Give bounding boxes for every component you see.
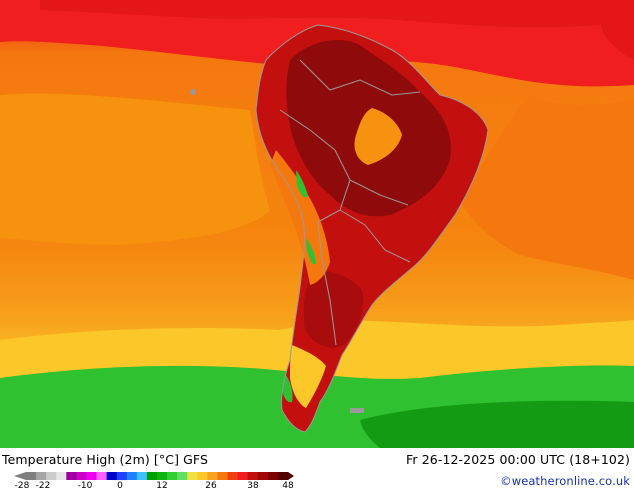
legend-swatch — [56, 472, 67, 480]
legend-swatch — [26, 472, 37, 480]
legend-arrow-max — [288, 472, 294, 480]
legend-tick-label: 48 — [282, 481, 294, 491]
legend-swatch — [267, 472, 279, 480]
legend-swatch — [217, 472, 229, 480]
north-africa-edge — [596, 0, 634, 60]
map-title: Temperature High (2m) [°C] GFS — [2, 452, 209, 467]
central-orange-plume — [354, 108, 402, 165]
legend-swatch — [96, 472, 108, 480]
legend-swatch — [207, 472, 218, 480]
pacific-orange-zone — [0, 93, 270, 245]
legend-swatch — [126, 472, 138, 480]
legend-swatch — [106, 472, 118, 480]
map-labels-placeholder — [190, 89, 364, 413]
legend-swatch — [247, 472, 259, 480]
lake-marker — [350, 408, 364, 413]
legend-swatch — [197, 472, 208, 480]
legend-tick-label: 0 — [117, 481, 123, 491]
legend-tick-label: -28 — [14, 481, 30, 491]
legend-swatch — [177, 472, 188, 480]
legend-arrow-min — [14, 472, 26, 480]
legend-swatch — [36, 472, 47, 480]
legend-tick-label: 38 — [247, 481, 259, 491]
north-deep-red-band — [40, 0, 600, 28]
legend-swatch — [277, 472, 289, 480]
credit-link[interactable]: ©weatheronline.co.uk — [500, 474, 630, 488]
legend-swatch — [136, 472, 148, 480]
legend-swatch — [86, 472, 98, 480]
legend-swatch — [66, 472, 77, 480]
country-borders — [255, 24, 489, 433]
legend-swatch — [146, 472, 158, 480]
legend-tick-label: 26 — [205, 481, 217, 491]
legend-swatch — [157, 472, 168, 480]
legend-tick-label: 12 — [156, 481, 168, 491]
forecast-datetime: Fr 26-12-2025 00:00 UTC (18+102) — [406, 452, 630, 467]
legend-swatch — [257, 472, 269, 480]
atlantic-orange-bulge — [460, 95, 634, 280]
legend-swatch — [167, 472, 178, 480]
city-marker — [190, 89, 196, 95]
temperature-map — [0, 0, 634, 448]
legend-tick-label: -22 — [35, 481, 51, 491]
legend-swatch — [116, 472, 128, 480]
pampas-hot-core — [303, 270, 364, 348]
south-dark-green-band — [360, 400, 634, 448]
andes-orange-strip — [270, 150, 330, 285]
legend-swatch — [237, 472, 249, 480]
legend-swatch — [227, 472, 239, 480]
legend-tick-label: -10 — [77, 481, 93, 491]
legend-swatch — [76, 472, 87, 480]
legend-swatch — [46, 472, 57, 480]
color-scale-legend — [14, 472, 294, 480]
patagonia-yellow — [290, 345, 326, 408]
legend-swatch — [187, 472, 198, 480]
